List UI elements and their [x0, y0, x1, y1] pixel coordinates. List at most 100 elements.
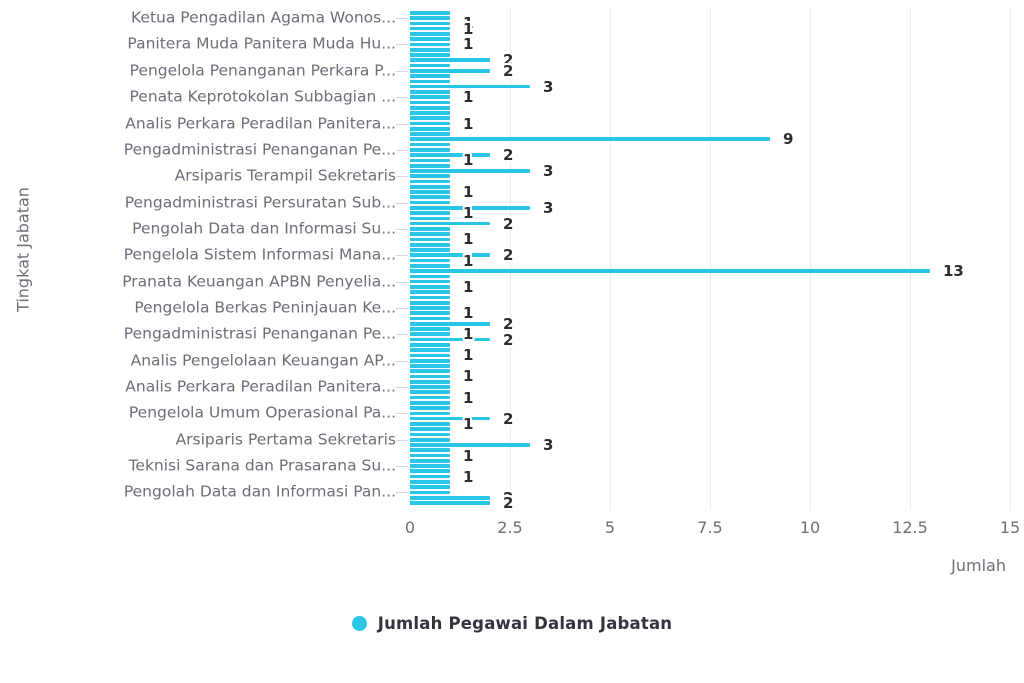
bar[interactable] — [410, 90, 450, 94]
bar[interactable] — [410, 374, 450, 379]
bar[interactable] — [410, 68, 490, 73]
bar[interactable] — [410, 332, 450, 337]
bar[interactable] — [410, 427, 450, 432]
bar[interactable] — [410, 126, 450, 131]
bar[interactable] — [410, 221, 490, 226]
bar[interactable] — [410, 211, 450, 215]
bar[interactable] — [410, 205, 530, 210]
bar[interactable] — [410, 300, 450, 305]
bar[interactable] — [410, 195, 450, 200]
legend-series-marker-icon[interactable] — [351, 616, 367, 631]
bar[interactable] — [410, 353, 450, 358]
bar[interactable] — [410, 116, 450, 121]
bar[interactable] — [410, 321, 490, 326]
bar[interactable] — [410, 232, 450, 237]
bar[interactable] — [410, 343, 450, 347]
bar[interactable] — [410, 364, 450, 368]
bar[interactable] — [410, 227, 450, 231]
bar[interactable] — [410, 11, 450, 15]
bar[interactable] — [410, 416, 490, 421]
bar[interactable] — [410, 474, 450, 479]
bar[interactable] — [410, 290, 450, 294]
bar[interactable] — [410, 406, 450, 410]
bar[interactable] — [410, 84, 530, 89]
y-axis-tick — [396, 255, 408, 257]
bar-value-label: 1 — [463, 304, 474, 323]
bar[interactable] — [410, 490, 450, 495]
bar[interactable] — [410, 74, 450, 78]
bar[interactable] — [410, 137, 770, 142]
bar[interactable] — [410, 337, 490, 342]
bar[interactable] — [410, 443, 530, 447]
bar[interactable] — [410, 279, 450, 284]
bar[interactable] — [410, 348, 450, 352]
bar[interactable] — [410, 501, 490, 505]
bar[interactable] — [410, 132, 450, 136]
bar[interactable] — [410, 200, 450, 205]
bar[interactable] — [410, 390, 450, 395]
bar[interactable] — [410, 47, 450, 52]
bar[interactable] — [410, 358, 450, 363]
bar[interactable] — [410, 432, 450, 437]
bar[interactable] — [410, 485, 450, 489]
bar[interactable] — [410, 422, 450, 426]
bar[interactable] — [410, 153, 490, 157]
bar[interactable] — [410, 480, 450, 484]
bar[interactable] — [410, 253, 490, 258]
bar[interactable] — [410, 21, 450, 26]
bar[interactable] — [410, 306, 450, 310]
bar[interactable] — [410, 269, 930, 273]
bar[interactable] — [410, 184, 450, 189]
bar[interactable] — [410, 295, 450, 300]
bar[interactable] — [410, 258, 450, 263]
bar[interactable] — [410, 16, 450, 20]
bar[interactable] — [410, 142, 450, 147]
bar[interactable] — [410, 179, 450, 184]
bar[interactable] — [410, 316, 450, 321]
bar[interactable] — [410, 32, 450, 36]
bar[interactable] — [410, 411, 450, 416]
bar[interactable] — [410, 395, 450, 400]
bar[interactable] — [410, 400, 450, 405]
bar[interactable] — [410, 63, 450, 68]
bar[interactable] — [410, 458, 450, 463]
x-axis-tick-label: 2.5 — [497, 518, 523, 537]
bar[interactable] — [410, 453, 450, 458]
bar[interactable] — [410, 379, 450, 384]
bar[interactable] — [410, 385, 450, 389]
legend-series-label[interactable]: Jumlah Pegawai Dalam Jabatan — [377, 614, 673, 633]
bar[interactable] — [410, 58, 490, 63]
bar[interactable] — [410, 26, 450, 31]
bar[interactable] — [410, 111, 450, 115]
bar[interactable] — [410, 53, 450, 57]
bar[interactable] — [410, 174, 450, 179]
bar[interactable] — [410, 37, 450, 42]
bar[interactable] — [410, 327, 450, 331]
bar[interactable] — [410, 448, 450, 453]
bar[interactable] — [410, 285, 450, 289]
bar[interactable] — [410, 369, 450, 374]
bar[interactable] — [410, 237, 450, 242]
bar[interactable] — [410, 158, 450, 163]
bar[interactable] — [410, 274, 450, 279]
bar[interactable] — [410, 469, 450, 474]
bar[interactable] — [410, 105, 450, 110]
bar[interactable] — [410, 42, 450, 47]
bar[interactable] — [410, 121, 450, 126]
bar[interactable] — [410, 263, 450, 268]
bar[interactable] — [410, 242, 450, 247]
bar[interactable] — [410, 248, 450, 252]
bar[interactable] — [410, 169, 530, 173]
bar[interactable] — [410, 148, 450, 152]
bar[interactable] — [410, 95, 450, 99]
bar[interactable] — [410, 464, 450, 468]
bar[interactable] — [410, 100, 450, 105]
bar[interactable] — [410, 311, 450, 316]
bar[interactable] — [410, 190, 450, 194]
bar[interactable] — [410, 495, 490, 500]
y-axis-category-label: Pengolah Data dan Informasi Pan... — [123, 482, 396, 501]
bar[interactable] — [410, 216, 450, 221]
bar[interactable] — [410, 163, 450, 168]
bar[interactable] — [410, 79, 450, 84]
bar[interactable] — [410, 437, 450, 442]
